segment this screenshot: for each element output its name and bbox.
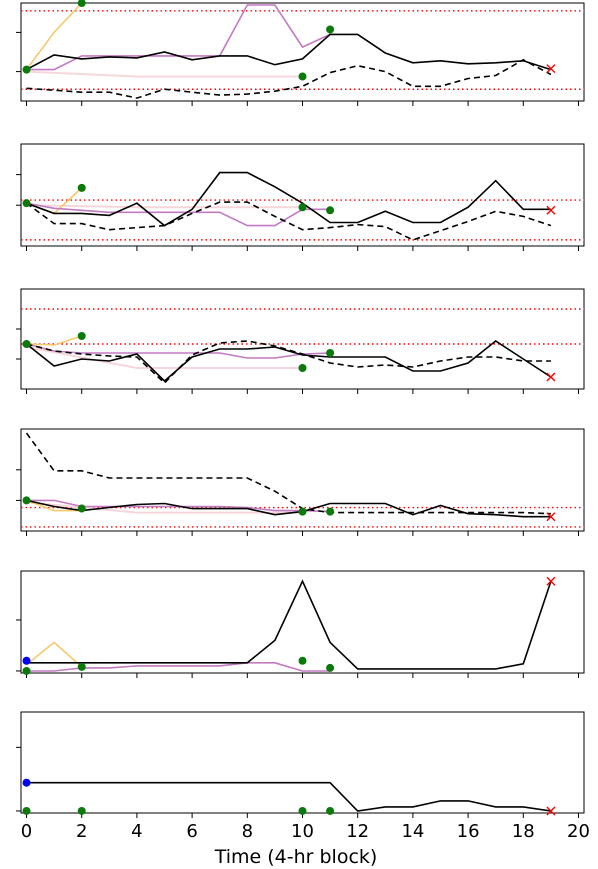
- x-tick-label: 20: [567, 821, 590, 842]
- subplot-frame: [20, 143, 585, 247]
- event-marker: [298, 507, 307, 516]
- event-marker: [298, 806, 307, 815]
- event-marker: [326, 663, 335, 672]
- series-line-main: [26, 781, 552, 812]
- series-line-orange: [25, 641, 83, 668]
- event-marker: [77, 662, 86, 671]
- end-marker: [546, 64, 556, 74]
- series-line-purple: [26, 343, 331, 359]
- event-marker: [326, 507, 335, 516]
- subplot-frame: [20, 2, 585, 102]
- event-marker: [77, 806, 86, 815]
- event-marker: [326, 206, 335, 215]
- end-marker-stroke: [546, 64, 556, 74]
- x-tick-label: 2: [76, 821, 87, 842]
- subplot-4: [16, 428, 585, 536]
- x-axis: 0 2 4 6 8 10 12 14 16 18 20: [21, 821, 590, 842]
- series-line-orange: [25, 2, 83, 71]
- event-marker: [77, 504, 86, 513]
- x-tick-label: 10: [291, 821, 314, 842]
- x-tick-label: 16: [457, 821, 480, 842]
- event-marker: [22, 656, 31, 665]
- end-marker: [546, 512, 556, 522]
- series-line-orange: [26, 499, 82, 512]
- end-marker-stroke: [546, 372, 556, 382]
- event-marker: [326, 806, 335, 815]
- series-line-main: [26, 171, 551, 227]
- end-marker: [546, 205, 556, 215]
- event-marker: [22, 496, 31, 505]
- event-marker: [22, 199, 31, 208]
- series-line-pink: [26, 346, 303, 369]
- x-axis-label: Time (4-hr block): [214, 846, 378, 868]
- event-marker: [77, 332, 86, 340]
- series-line-main: [26, 340, 552, 383]
- subplot-5: [16, 570, 585, 678]
- end-marker-stroke: [546, 512, 556, 522]
- subplot-stack: [16, 0, 585, 818]
- series-line-orange: [26, 335, 82, 346]
- x-tick-label: 6: [186, 821, 197, 842]
- x-tick-label: 0: [21, 821, 32, 842]
- series-line-pink: [26, 501, 303, 514]
- series-line-purple: [26, 202, 331, 227]
- series-line-purple: [26, 662, 331, 672]
- subplot-6: [16, 711, 585, 818]
- event-marker: [326, 349, 335, 357]
- series-line-dashed: [26, 58, 552, 99]
- event-marker: [22, 806, 31, 815]
- event-marker: [22, 65, 31, 74]
- event-marker: [298, 364, 307, 372]
- subplot-1: [16, 0, 585, 106]
- series-line-dashed: [26, 201, 552, 241]
- event-marker: [298, 203, 307, 212]
- end-marker: [546, 576, 556, 586]
- event-marker: [77, 0, 86, 7]
- event-marker: [326, 25, 335, 34]
- event-marker: [22, 778, 31, 787]
- event-marker: [298, 72, 307, 81]
- series-line-pink: [26, 70, 303, 78]
- subplot-frame: [20, 711, 585, 814]
- subplot-2: [16, 143, 585, 251]
- x-tick-label: 8: [242, 821, 253, 842]
- x-tick-label: 4: [131, 821, 142, 842]
- subplot-frame: [20, 570, 585, 674]
- x-tick-label: 18: [512, 821, 535, 842]
- end-marker: [546, 806, 556, 816]
- series-line-main: [26, 579, 552, 670]
- event-marker: [77, 183, 86, 192]
- subplot-3: [16, 288, 585, 394]
- series-line-main: [26, 33, 552, 71]
- x-tick-label: 14: [401, 821, 424, 842]
- end-marker-stroke: [546, 576, 556, 586]
- event-marker: [22, 666, 31, 675]
- end-marker-stroke: [546, 205, 556, 215]
- subplot-frame: [20, 288, 585, 390]
- end-marker: [546, 372, 556, 382]
- event-marker: [298, 656, 307, 665]
- event-marker: [22, 340, 31, 348]
- x-tick-label: 12: [346, 821, 369, 842]
- end-marker-stroke: [546, 806, 556, 816]
- series-line-main: [26, 499, 551, 518]
